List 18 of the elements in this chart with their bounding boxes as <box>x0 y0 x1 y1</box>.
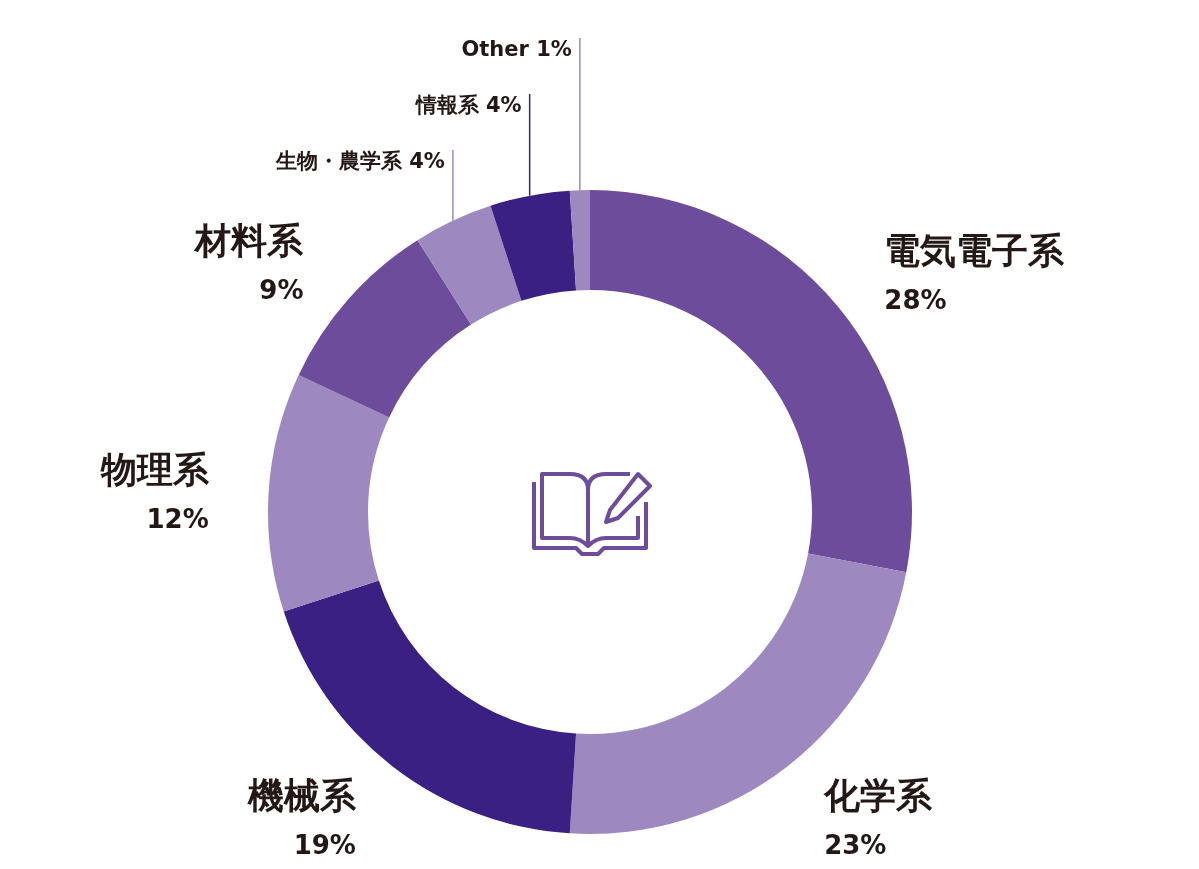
slice-label: 化学系 <box>823 774 934 816</box>
data-label: 19% <box>293 829 356 860</box>
slice-label: 機械系 <box>246 774 357 816</box>
slice-label: 生物・農学系 <box>275 149 402 173</box>
data-label: 4% <box>409 149 445 173</box>
data-label: 9% <box>259 275 304 306</box>
donut-slice <box>268 374 390 612</box>
slice-label: 電気電子系 <box>884 229 1066 271</box>
data-label: 28% <box>884 284 947 315</box>
slice-label: 材料系 <box>193 220 305 262</box>
data-label: 23% <box>824 829 887 860</box>
slice-label: Other <box>461 37 529 61</box>
donut-slice <box>283 580 577 834</box>
slice-label: 物理系 <box>99 449 210 491</box>
data-label: 12% <box>146 504 209 535</box>
data-label: 4% <box>486 93 522 117</box>
data-label: 1% <box>536 37 572 61</box>
slice-label: 情報系 <box>415 93 479 117</box>
